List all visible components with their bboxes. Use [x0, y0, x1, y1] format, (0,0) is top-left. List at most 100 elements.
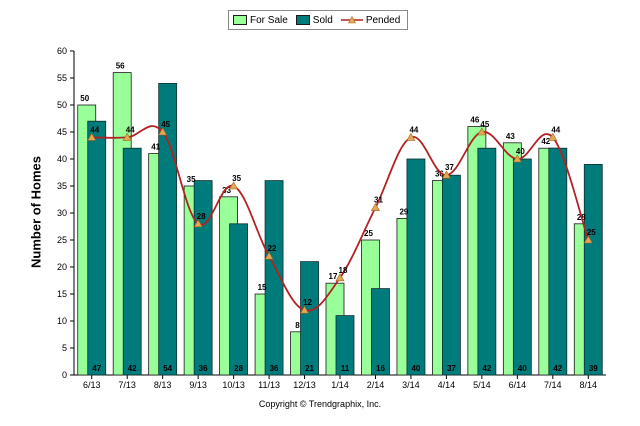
- bar-sold: [441, 174, 461, 376]
- x-tick-label: 12/13: [293, 380, 316, 390]
- pended-marker: [512, 154, 522, 163]
- data-label-sold: 37: [447, 364, 456, 373]
- data-label-pended: 44: [90, 125, 99, 134]
- data-label-pended: 12: [303, 298, 312, 307]
- bar-sold: [512, 158, 532, 376]
- legend-label-sold: Sold: [312, 14, 333, 26]
- y-tick-label: 40: [57, 154, 67, 164]
- y-tick-label: 5: [62, 343, 67, 353]
- copyright-text: Copyright © Trendgraphix, Inc.: [258, 399, 382, 409]
- data-label-sold: 40: [518, 364, 527, 373]
- data-label-for-sale: 29: [399, 207, 408, 216]
- x-tick-label: 5/14: [473, 380, 491, 390]
- data-label-for-sale: 46: [470, 116, 479, 125]
- bar-sold: [264, 180, 284, 376]
- x-tick-label: 8/14: [580, 380, 598, 390]
- legend-label-pended: Pended: [365, 14, 401, 26]
- data-label-pended: 45: [161, 120, 170, 129]
- data-label-sold: 42: [553, 364, 562, 373]
- y-tick-label: 50: [57, 100, 67, 110]
- legend-item-sold: Sold: [295, 14, 333, 26]
- y-tick-label: 20: [57, 262, 67, 272]
- y-tick-label: 35: [57, 181, 67, 191]
- pended-marker: [335, 273, 345, 282]
- bar-sold: [158, 83, 178, 376]
- data-label-for-sale: 17: [329, 272, 338, 281]
- data-label-for-sale: 42: [541, 137, 550, 146]
- x-tick-label: 6/13: [83, 380, 101, 390]
- data-label-pended: 44: [551, 125, 560, 134]
- y-tick-label: 45: [57, 127, 67, 137]
- legend-swatch-for-sale: [233, 15, 247, 25]
- data-label-pended: 37: [445, 163, 454, 172]
- pended-marker: [370, 202, 380, 211]
- data-label-pended: 28: [197, 212, 206, 221]
- x-tick-label: 7/13: [118, 380, 136, 390]
- pended-marker: [441, 170, 451, 179]
- pended-marker: [229, 181, 239, 190]
- pended-marker: [264, 251, 274, 260]
- data-label-pended: 31: [374, 196, 383, 205]
- pended-marker: [548, 132, 558, 141]
- data-label-sold: 42: [482, 364, 491, 373]
- data-label-for-sale: 25: [364, 229, 373, 238]
- bar-sold: [229, 223, 249, 376]
- data-label-sold: 36: [270, 364, 279, 373]
- data-label-pended: 25: [587, 228, 596, 237]
- y-tick-label: 0: [62, 370, 67, 380]
- pended-marker: [122, 132, 132, 141]
- data-label-for-sale: 56: [116, 62, 125, 71]
- y-tick-label: 10: [57, 316, 67, 326]
- x-tick-label: 4/14: [438, 380, 456, 390]
- data-label-pended: 44: [126, 125, 135, 134]
- x-tick-label: 2/14: [367, 380, 385, 390]
- legend-label-for-sale: For Sale: [250, 14, 288, 26]
- data-label-for-sale: 43: [506, 132, 515, 141]
- legend-swatch-sold: [295, 15, 310, 25]
- pended-marker: [406, 132, 416, 141]
- bar-sold: [477, 147, 497, 376]
- bar-sold: [335, 315, 355, 376]
- data-label-sold: 16: [376, 364, 385, 373]
- y-tick-label: 60: [57, 46, 67, 56]
- legend-item-pended: Pended: [340, 14, 401, 26]
- x-tick-label: 6/14: [509, 380, 527, 390]
- data-label-sold: 42: [128, 364, 137, 373]
- pended-marker: [583, 235, 593, 244]
- data-label-sold: 11: [341, 364, 350, 373]
- bar-sold: [122, 147, 142, 376]
- y-tick-label: 25: [57, 235, 67, 245]
- data-label-sold: 28: [234, 364, 243, 373]
- x-tick-label: 10/13: [222, 380, 245, 390]
- data-label-for-sale: 15: [258, 283, 267, 292]
- data-label-pended: 35: [232, 174, 241, 183]
- bar-sold: [87, 120, 107, 376]
- data-label-pended: 44: [409, 125, 418, 134]
- x-tick-label: 7/14: [544, 380, 562, 390]
- y-tick-label: 15: [57, 289, 67, 299]
- bar-sold: [193, 180, 213, 376]
- x-tick-label: 1/14: [331, 380, 349, 390]
- pended-marker: [477, 127, 487, 136]
- data-label-sold: 47: [92, 364, 101, 373]
- bar-sold: [300, 261, 319, 376]
- legend-item-for-sale: For Sale: [233, 15, 288, 26]
- pended-marker: [87, 132, 97, 141]
- data-label-sold: 39: [589, 364, 598, 373]
- data-label-pended: 22: [268, 244, 277, 253]
- y-tick-label: 30: [57, 208, 67, 218]
- x-tick-label: 8/13: [154, 380, 172, 390]
- data-label-for-sale: 41: [151, 143, 160, 152]
- data-label-sold: 54: [163, 364, 172, 373]
- x-tick-label: 3/14: [402, 380, 420, 390]
- data-label-for-sale: 8: [295, 321, 300, 330]
- data-label-sold: 36: [199, 364, 208, 373]
- y-tick-label: 55: [57, 73, 67, 83]
- data-label-for-sale: 50: [80, 94, 89, 103]
- legend: For Sale Sold Pended: [228, 10, 408, 30]
- data-label-sold: 21: [305, 364, 314, 373]
- data-label-for-sale: 35: [187, 175, 196, 184]
- legend-line-pended-icon: [340, 15, 363, 24]
- data-label-sold: 40: [411, 364, 420, 373]
